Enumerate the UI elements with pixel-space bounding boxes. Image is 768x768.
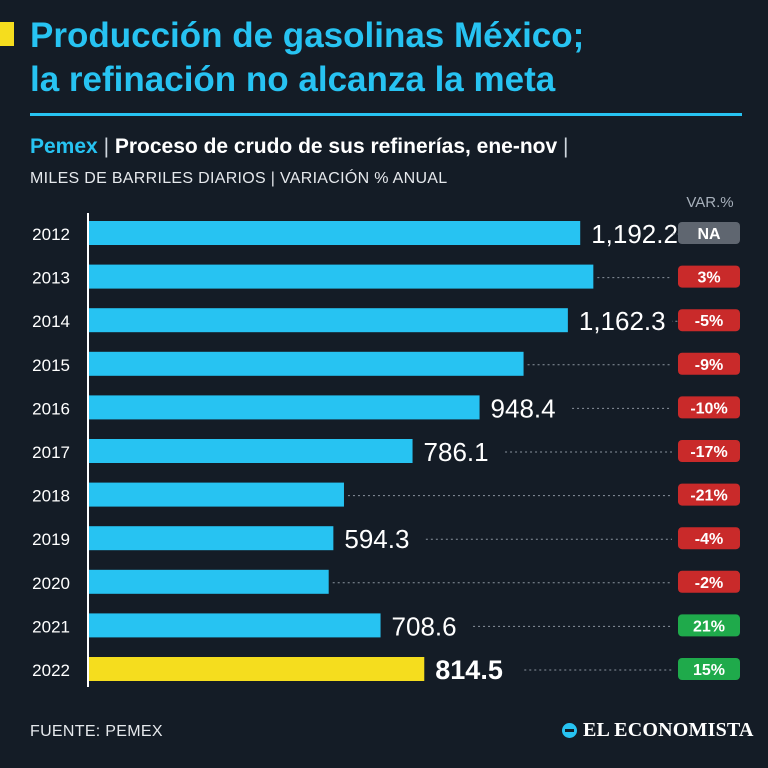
year-label: 2019 [32, 530, 70, 549]
year-label: 2020 [32, 574, 70, 593]
units-label: MILES DE BARRILES DIARIOS | VARIACIÓN % … [30, 170, 448, 187]
chart-title-line-1: Producción de gasolinas México; [30, 16, 585, 55]
value-label: 786.1 [424, 437, 489, 467]
bar [88, 569, 329, 594]
variation-label: -5% [695, 313, 723, 330]
variation-badge [678, 527, 740, 550]
year-label: 2014 [32, 312, 70, 331]
brand-name: EL ECONOMISTA [583, 719, 754, 741]
variation-label: 15% [693, 662, 725, 679]
chart-title: Producción de gasolinas México; la refin… [30, 14, 760, 102]
variation-column-header: VAR.% [686, 194, 734, 211]
subtitle-separator-2: | [563, 135, 569, 158]
variation-label: -2% [695, 575, 723, 592]
value-label: 1,192.2 [591, 219, 678, 249]
subtitle-separator-1: | [103, 135, 110, 158]
brand-logo: EL ECONOMISTA [562, 719, 754, 742]
bar [88, 439, 413, 463]
title-divider [30, 113, 742, 116]
title-accent-bar [0, 22, 14, 46]
variation-badge [678, 483, 740, 506]
value-label: 948.4 [491, 393, 556, 423]
chart-subtitle: Pemex | Proceso de crudo de sus refinerí… [30, 133, 569, 161]
bar [88, 613, 381, 638]
year-label: 2022 [32, 661, 70, 680]
value-label: 594.3 [344, 524, 409, 554]
variation-label: 3% [697, 270, 720, 287]
variation-label: NA [697, 226, 721, 243]
value-label: 814.5 [435, 655, 503, 685]
variation-label: -17% [690, 444, 727, 461]
variation-badge [678, 265, 740, 288]
variation-badge [678, 440, 740, 462]
year-label: 2015 [32, 356, 70, 375]
bar [88, 308, 568, 333]
variation-label: 21% [693, 618, 725, 635]
year-label: 2016 [32, 399, 70, 418]
bar [88, 482, 344, 507]
value-label: 1,162.3 [579, 306, 666, 336]
year-label: 2017 [32, 443, 70, 462]
variation-label: -4% [695, 531, 723, 548]
variation-badge [678, 222, 740, 244]
variation-badge [678, 658, 740, 680]
year-label: 2012 [32, 225, 70, 244]
variation-label: -21% [690, 488, 727, 505]
variation-label: -10% [690, 400, 727, 417]
variation-badge [678, 352, 740, 375]
chart-title-line-2: la refinación no alcanza la meta [30, 60, 556, 99]
bar [88, 657, 425, 681]
year-label: 2021 [32, 617, 70, 636]
variation-badge [678, 570, 740, 593]
bar [88, 221, 581, 245]
variation-badge [678, 396, 740, 419]
brand-globe-icon [562, 723, 577, 738]
variation-label: -9% [695, 357, 723, 374]
year-label: 2013 [32, 269, 70, 288]
value-label: 708.6 [392, 611, 457, 641]
subtitle-text: Proceso de crudo de sus refinerías, ene-… [114, 135, 558, 158]
year-label: 2018 [32, 487, 70, 506]
variation-badge [678, 309, 740, 332]
bar [88, 351, 524, 376]
bar [88, 395, 480, 420]
footer-source: FUENTE: PEMEX [30, 723, 163, 740]
bar [88, 264, 594, 289]
bar [88, 526, 334, 551]
source-name: Pemex [30, 135, 98, 158]
variation-badge [678, 614, 740, 637]
